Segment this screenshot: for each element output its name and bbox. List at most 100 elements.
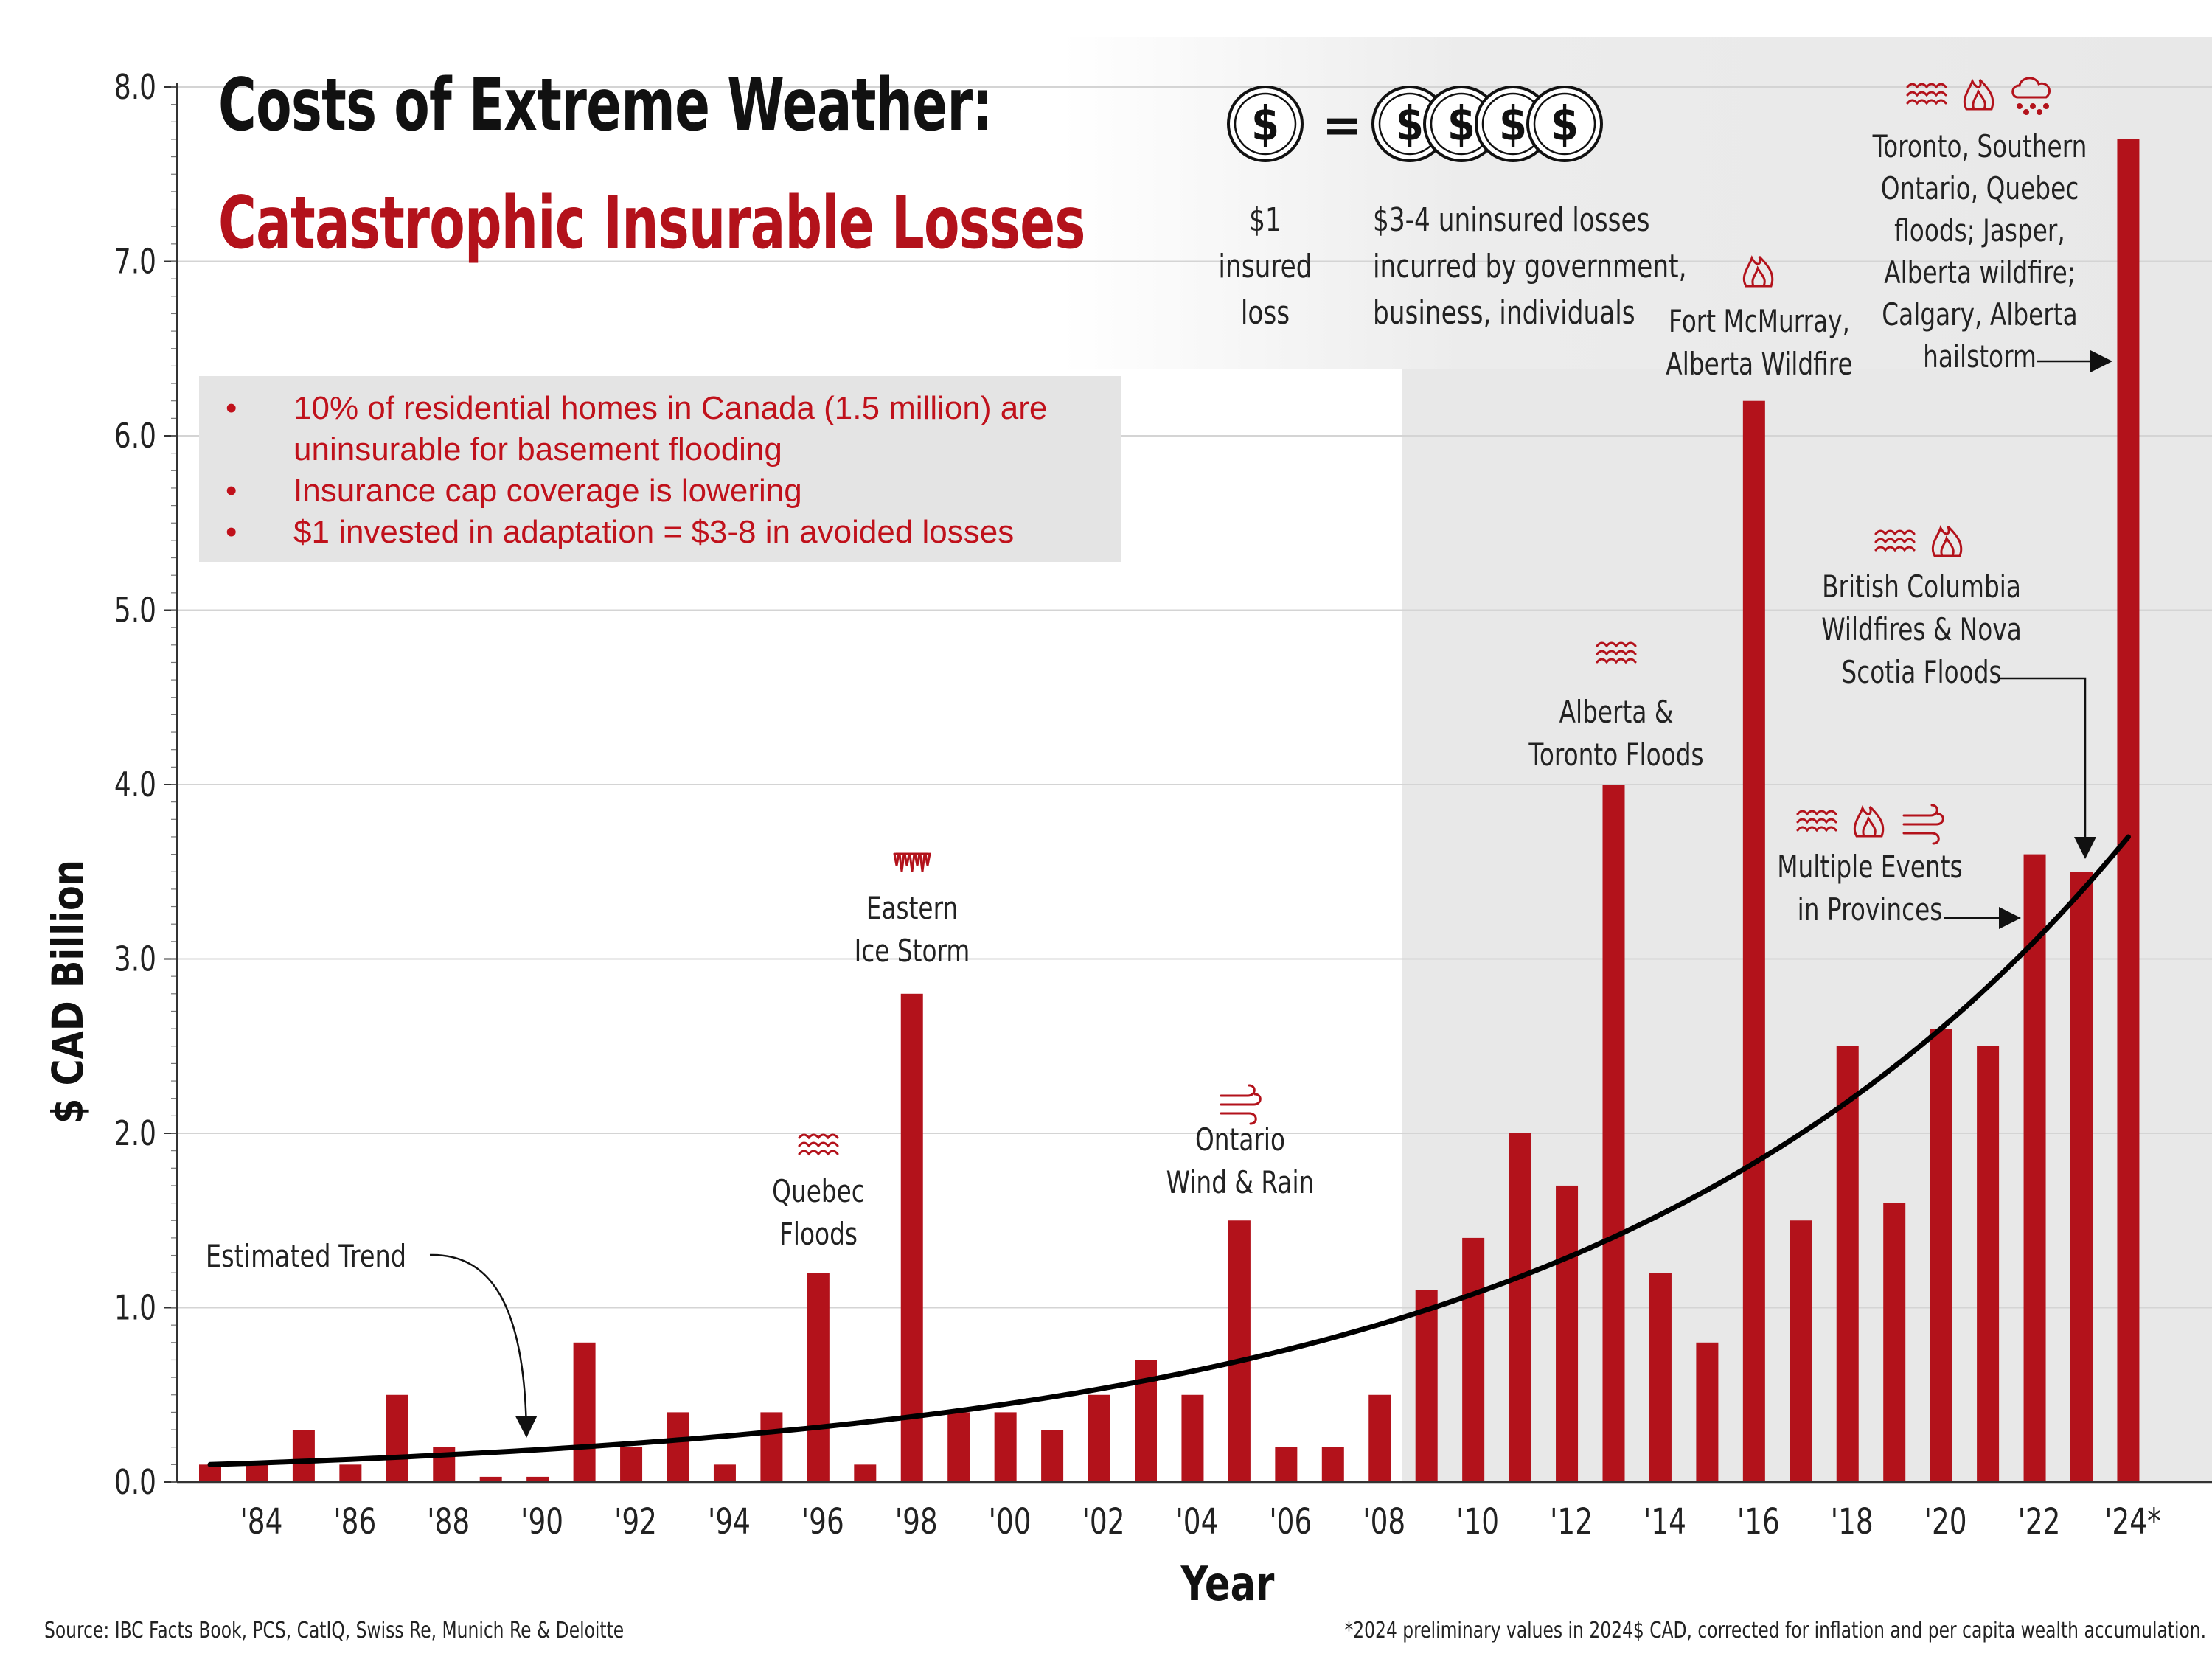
coin-symbol: $ bbox=[1551, 97, 1579, 152]
wave-stroke bbox=[1874, 546, 1916, 552]
wave-stroke bbox=[1906, 91, 1947, 97]
trend-line bbox=[207, 834, 2131, 1467]
x-axis-title: Year bbox=[1180, 1556, 1275, 1611]
coin-symbol: $ bbox=[1499, 97, 1527, 152]
y-tick-label: 8.0 bbox=[114, 68, 156, 108]
hail-dot bbox=[2043, 103, 2049, 109]
bar-1985 bbox=[292, 1430, 315, 1482]
key-facts-box: • 10% of residential homes in Canada (1.5… bbox=[199, 376, 1121, 562]
bar-1991 bbox=[573, 1342, 596, 1482]
bar-2010 bbox=[1462, 1237, 1485, 1482]
key-fact-line: • $1 invested in adaptation = $3-8 in avo… bbox=[199, 512, 1121, 553]
wave-stroke bbox=[1796, 818, 1837, 824]
x-tick-label: '14 bbox=[1644, 1502, 1686, 1543]
annotation-text: Ontario bbox=[1195, 1121, 1285, 1158]
bar-2020 bbox=[1930, 1029, 1952, 1482]
coin-icon: $ bbox=[1526, 86, 1603, 162]
bar-2014 bbox=[1649, 1273, 1672, 1482]
insured-label: loss bbox=[1241, 294, 1290, 332]
x-tick-label: '06 bbox=[1269, 1502, 1312, 1543]
bar-1987 bbox=[386, 1394, 408, 1482]
hail-dot bbox=[2030, 103, 2036, 109]
bar-1984 bbox=[246, 1464, 268, 1482]
flood-icon bbox=[1596, 641, 1637, 664]
hail-dot bbox=[2023, 109, 2029, 115]
annotation-text: floods; Jasper, bbox=[1894, 212, 2065, 248]
x-tick-label: '12 bbox=[1550, 1502, 1593, 1543]
trend-label: Estimated Trend bbox=[206, 1238, 406, 1274]
bar-2022 bbox=[2023, 854, 2046, 1482]
wind-icon bbox=[1220, 1084, 1262, 1125]
annotation-text: Quebec bbox=[772, 1173, 865, 1209]
fire-icon bbox=[1853, 805, 1885, 838]
icicle-stroke bbox=[908, 852, 916, 872]
hail-icon bbox=[2011, 77, 2051, 115]
bar-2002 bbox=[1088, 1394, 1110, 1482]
bar-1995 bbox=[760, 1412, 783, 1482]
key-fact-text: uninsurable for basement flooding bbox=[293, 431, 782, 467]
insured-label: $1 bbox=[1249, 201, 1281, 239]
arrow-bc-wildfires bbox=[1998, 677, 2096, 859]
annotation-text: Ice Storm bbox=[855, 933, 970, 969]
x-tick-label: '00 bbox=[989, 1502, 1032, 1543]
wave-stroke bbox=[1874, 529, 1916, 536]
wind-stroke bbox=[1220, 1093, 1262, 1106]
bar-1990 bbox=[526, 1476, 549, 1482]
bar-1998 bbox=[900, 993, 923, 1482]
annotation-2005: Ontario Wind & Rain bbox=[1166, 1084, 1314, 1200]
source-note: Source: IBC Facts Book, PCS, CatIQ, Swis… bbox=[44, 1618, 625, 1644]
uninsured-label: $3-4 uninsured losses bbox=[1373, 201, 1649, 239]
hail-dot bbox=[2017, 103, 2023, 109]
cloud-stroke bbox=[2011, 77, 2051, 99]
annotation-text: Alberta & bbox=[1559, 694, 1674, 730]
wave-stroke bbox=[798, 1133, 839, 1140]
annotation-text: in Provinces bbox=[1798, 891, 1943, 928]
x-tick-label: '84 bbox=[240, 1502, 282, 1543]
flame-stroke bbox=[1862, 815, 1877, 838]
annotation-1998: Eastern Ice Storm bbox=[855, 852, 970, 969]
wave-stroke bbox=[1796, 826, 1837, 832]
annotation-text: Multiple Events bbox=[1777, 849, 1962, 885]
icicle-stroke bbox=[919, 852, 926, 872]
fire-icon bbox=[1963, 78, 1994, 111]
bar-2007 bbox=[1321, 1447, 1344, 1482]
annotation-text: Fort McMurray, bbox=[1669, 303, 1850, 339]
icicle-stroke bbox=[914, 852, 921, 866]
uninsured-label: incurred by government, bbox=[1373, 248, 1687, 285]
x-tick-label: '94 bbox=[708, 1502, 751, 1543]
annotation-text: British Columbia bbox=[1822, 568, 2021, 605]
key-fact-line: • 10% of residential homes in Canada (1.5… bbox=[199, 388, 1121, 429]
flame-stroke bbox=[1940, 535, 1955, 557]
bar-2005 bbox=[1228, 1220, 1251, 1482]
icicle-stroke bbox=[903, 852, 911, 866]
bar-2019 bbox=[1883, 1203, 1906, 1482]
y-tick-label: 0.0 bbox=[114, 1463, 156, 1503]
x-tick-label: '20 bbox=[1924, 1502, 1967, 1543]
wave-stroke bbox=[798, 1150, 839, 1156]
flame-stroke bbox=[1751, 265, 1766, 288]
trend-arrow bbox=[429, 1253, 538, 1438]
bar-1999 bbox=[947, 1412, 970, 1482]
fire-icon bbox=[1742, 255, 1774, 288]
x-tick-label: '90 bbox=[521, 1502, 563, 1543]
bar-1986 bbox=[339, 1464, 362, 1482]
bar-2008 bbox=[1368, 1394, 1391, 1482]
wind-icon bbox=[1902, 804, 1944, 845]
annotation-text: Ontario, Quebec bbox=[1881, 170, 2079, 206]
bar-2018 bbox=[1836, 1046, 1859, 1482]
bar-1997 bbox=[854, 1464, 877, 1482]
icicle-stroke bbox=[893, 852, 900, 866]
x-tick-label: '88 bbox=[427, 1502, 470, 1543]
bar-2006 bbox=[1275, 1447, 1298, 1482]
bullet-dot: • bbox=[226, 390, 237, 426]
bar-1992 bbox=[620, 1447, 643, 1482]
wave-stroke bbox=[1596, 641, 1637, 648]
bar-2009 bbox=[1415, 1290, 1438, 1482]
bar-2024 bbox=[2117, 139, 2140, 1483]
x-tick-label: '92 bbox=[614, 1502, 657, 1543]
bar-1983 bbox=[199, 1464, 221, 1482]
icicle-stroke bbox=[924, 852, 931, 866]
title-line-1: Costs of Extreme Weather: bbox=[218, 63, 993, 147]
y-tick-label: 2.0 bbox=[114, 1114, 156, 1154]
